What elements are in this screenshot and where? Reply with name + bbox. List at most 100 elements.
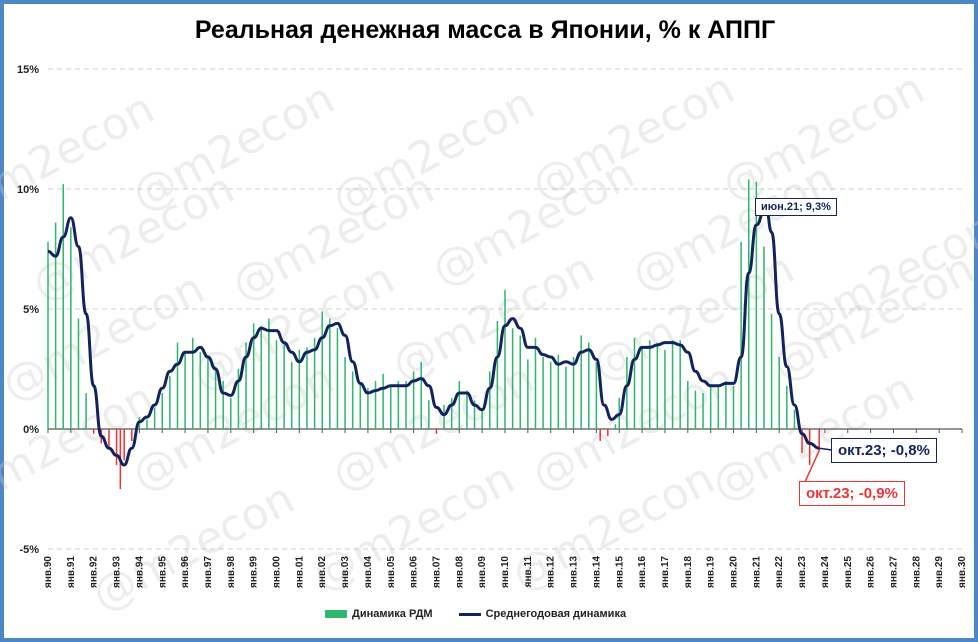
bar-point <box>778 357 780 429</box>
bar-point <box>108 429 110 449</box>
bar-point <box>85 393 87 429</box>
bar-point <box>763 246 765 429</box>
bar-point <box>367 388 369 429</box>
x-tick-label: янв.11 <box>523 556 534 588</box>
bar-point <box>549 361 552 429</box>
bar-point <box>382 373 384 429</box>
bar-point <box>62 184 64 429</box>
bar-point <box>732 385 735 429</box>
x-tick-label: янв.08 <box>454 556 465 588</box>
bar-point <box>572 357 575 429</box>
bar-point <box>252 323 255 429</box>
bar-point <box>443 405 445 429</box>
x-tick-label: янв.28 <box>911 556 922 588</box>
bar-point <box>633 337 636 429</box>
bar-point <box>290 361 293 429</box>
bar-point <box>374 381 377 429</box>
legend-swatch-bars <box>325 610 347 618</box>
y-tick-label: 5% <box>23 304 39 316</box>
bar-point <box>146 419 148 429</box>
bar-point <box>599 429 601 441</box>
x-tick-label: янв.14 <box>591 556 602 588</box>
x-tick-label: янв.29 <box>934 556 945 588</box>
bar-point <box>344 357 346 429</box>
annotation-peak: июн.21; 9,3% <box>755 198 837 216</box>
chart-title: Реальная денежная масса в Японии, % к АП… <box>194 16 776 44</box>
bar-point <box>275 340 278 429</box>
bar-point <box>169 376 171 429</box>
x-tick-label: янв.95 <box>157 556 168 588</box>
bar-point <box>397 381 400 429</box>
x-tick-label: янв.94 <box>134 556 145 588</box>
bar-point <box>504 289 506 429</box>
y-tick-label: 0% <box>23 424 39 436</box>
bar-point <box>818 429 820 451</box>
bar-point <box>801 429 803 453</box>
bar-point <box>694 390 697 429</box>
bar-point <box>298 349 301 429</box>
legend-item-bars: Динамика РДМ <box>325 608 433 620</box>
x-tick-label: янв.16 <box>637 556 648 588</box>
bar-point <box>496 321 499 429</box>
bar-point <box>626 357 628 429</box>
y-tick-label: 15% <box>17 64 39 76</box>
bar-point <box>607 429 609 437</box>
legend-label-bars: Динамика РДМ <box>352 608 433 620</box>
x-tick-label: янв.18 <box>683 556 694 588</box>
bar-point <box>466 390 468 429</box>
x-tick-label: янв.20 <box>729 556 740 588</box>
bar-point <box>588 342 590 429</box>
x-tick-label: янв.27 <box>888 556 899 588</box>
bar-point <box>405 381 407 429</box>
bar-point <box>207 357 209 429</box>
bar-point <box>527 359 529 429</box>
bar-point <box>671 340 674 429</box>
bar-point <box>740 241 742 429</box>
annotation-bar-last: окт.23; -0,9% <box>799 481 905 506</box>
x-tick-label: янв.26 <box>866 556 877 588</box>
bar-point <box>176 342 179 429</box>
bar-point <box>123 429 125 461</box>
x-tick-label: янв.00 <box>272 556 283 588</box>
bar-point <box>808 429 811 465</box>
bar-point <box>191 337 194 429</box>
bar-point <box>237 369 240 429</box>
x-tick-label: янв.13 <box>569 556 580 588</box>
bar-point <box>519 335 521 429</box>
bar-point <box>161 393 164 429</box>
bar-point <box>70 227 72 429</box>
bar-point <box>92 429 95 434</box>
bar-point <box>428 400 430 429</box>
bar-point <box>656 342 659 429</box>
bar-point <box>770 313 773 429</box>
chart-legend: Динамика РДМ Среднегодовая динамика <box>325 608 626 620</box>
legend-item-line: Среднегодовая динамика <box>458 608 627 620</box>
x-tick-label: янв.04 <box>363 556 374 588</box>
y-tick-label: -5% <box>19 544 39 556</box>
bar-point <box>580 335 582 429</box>
x-tick-label: янв.99 <box>249 556 260 588</box>
bar-point <box>435 429 438 434</box>
bar-point <box>534 337 537 429</box>
x-tick-label: янв.98 <box>226 556 237 588</box>
bar-point <box>702 393 704 429</box>
x-tick-label: янв.30 <box>957 556 968 588</box>
bar-point <box>458 381 461 429</box>
x-tick-label: янв.10 <box>500 556 511 588</box>
bar-point <box>359 383 362 429</box>
legend-label-line: Среднегодовая динамика <box>485 608 627 620</box>
annotation-leader <box>819 447 833 451</box>
x-tick-label: янв.23 <box>797 556 808 588</box>
bar-point <box>268 318 270 429</box>
bar-point <box>389 385 392 429</box>
x-tick-label: янв.21 <box>751 556 762 588</box>
bar-point <box>648 340 651 429</box>
bar-point <box>230 397 232 429</box>
bar-point <box>725 381 727 429</box>
x-tick-label: янв.17 <box>660 556 671 588</box>
bar-point <box>755 181 758 429</box>
bar-point <box>115 429 118 465</box>
bar-point <box>412 371 415 429</box>
